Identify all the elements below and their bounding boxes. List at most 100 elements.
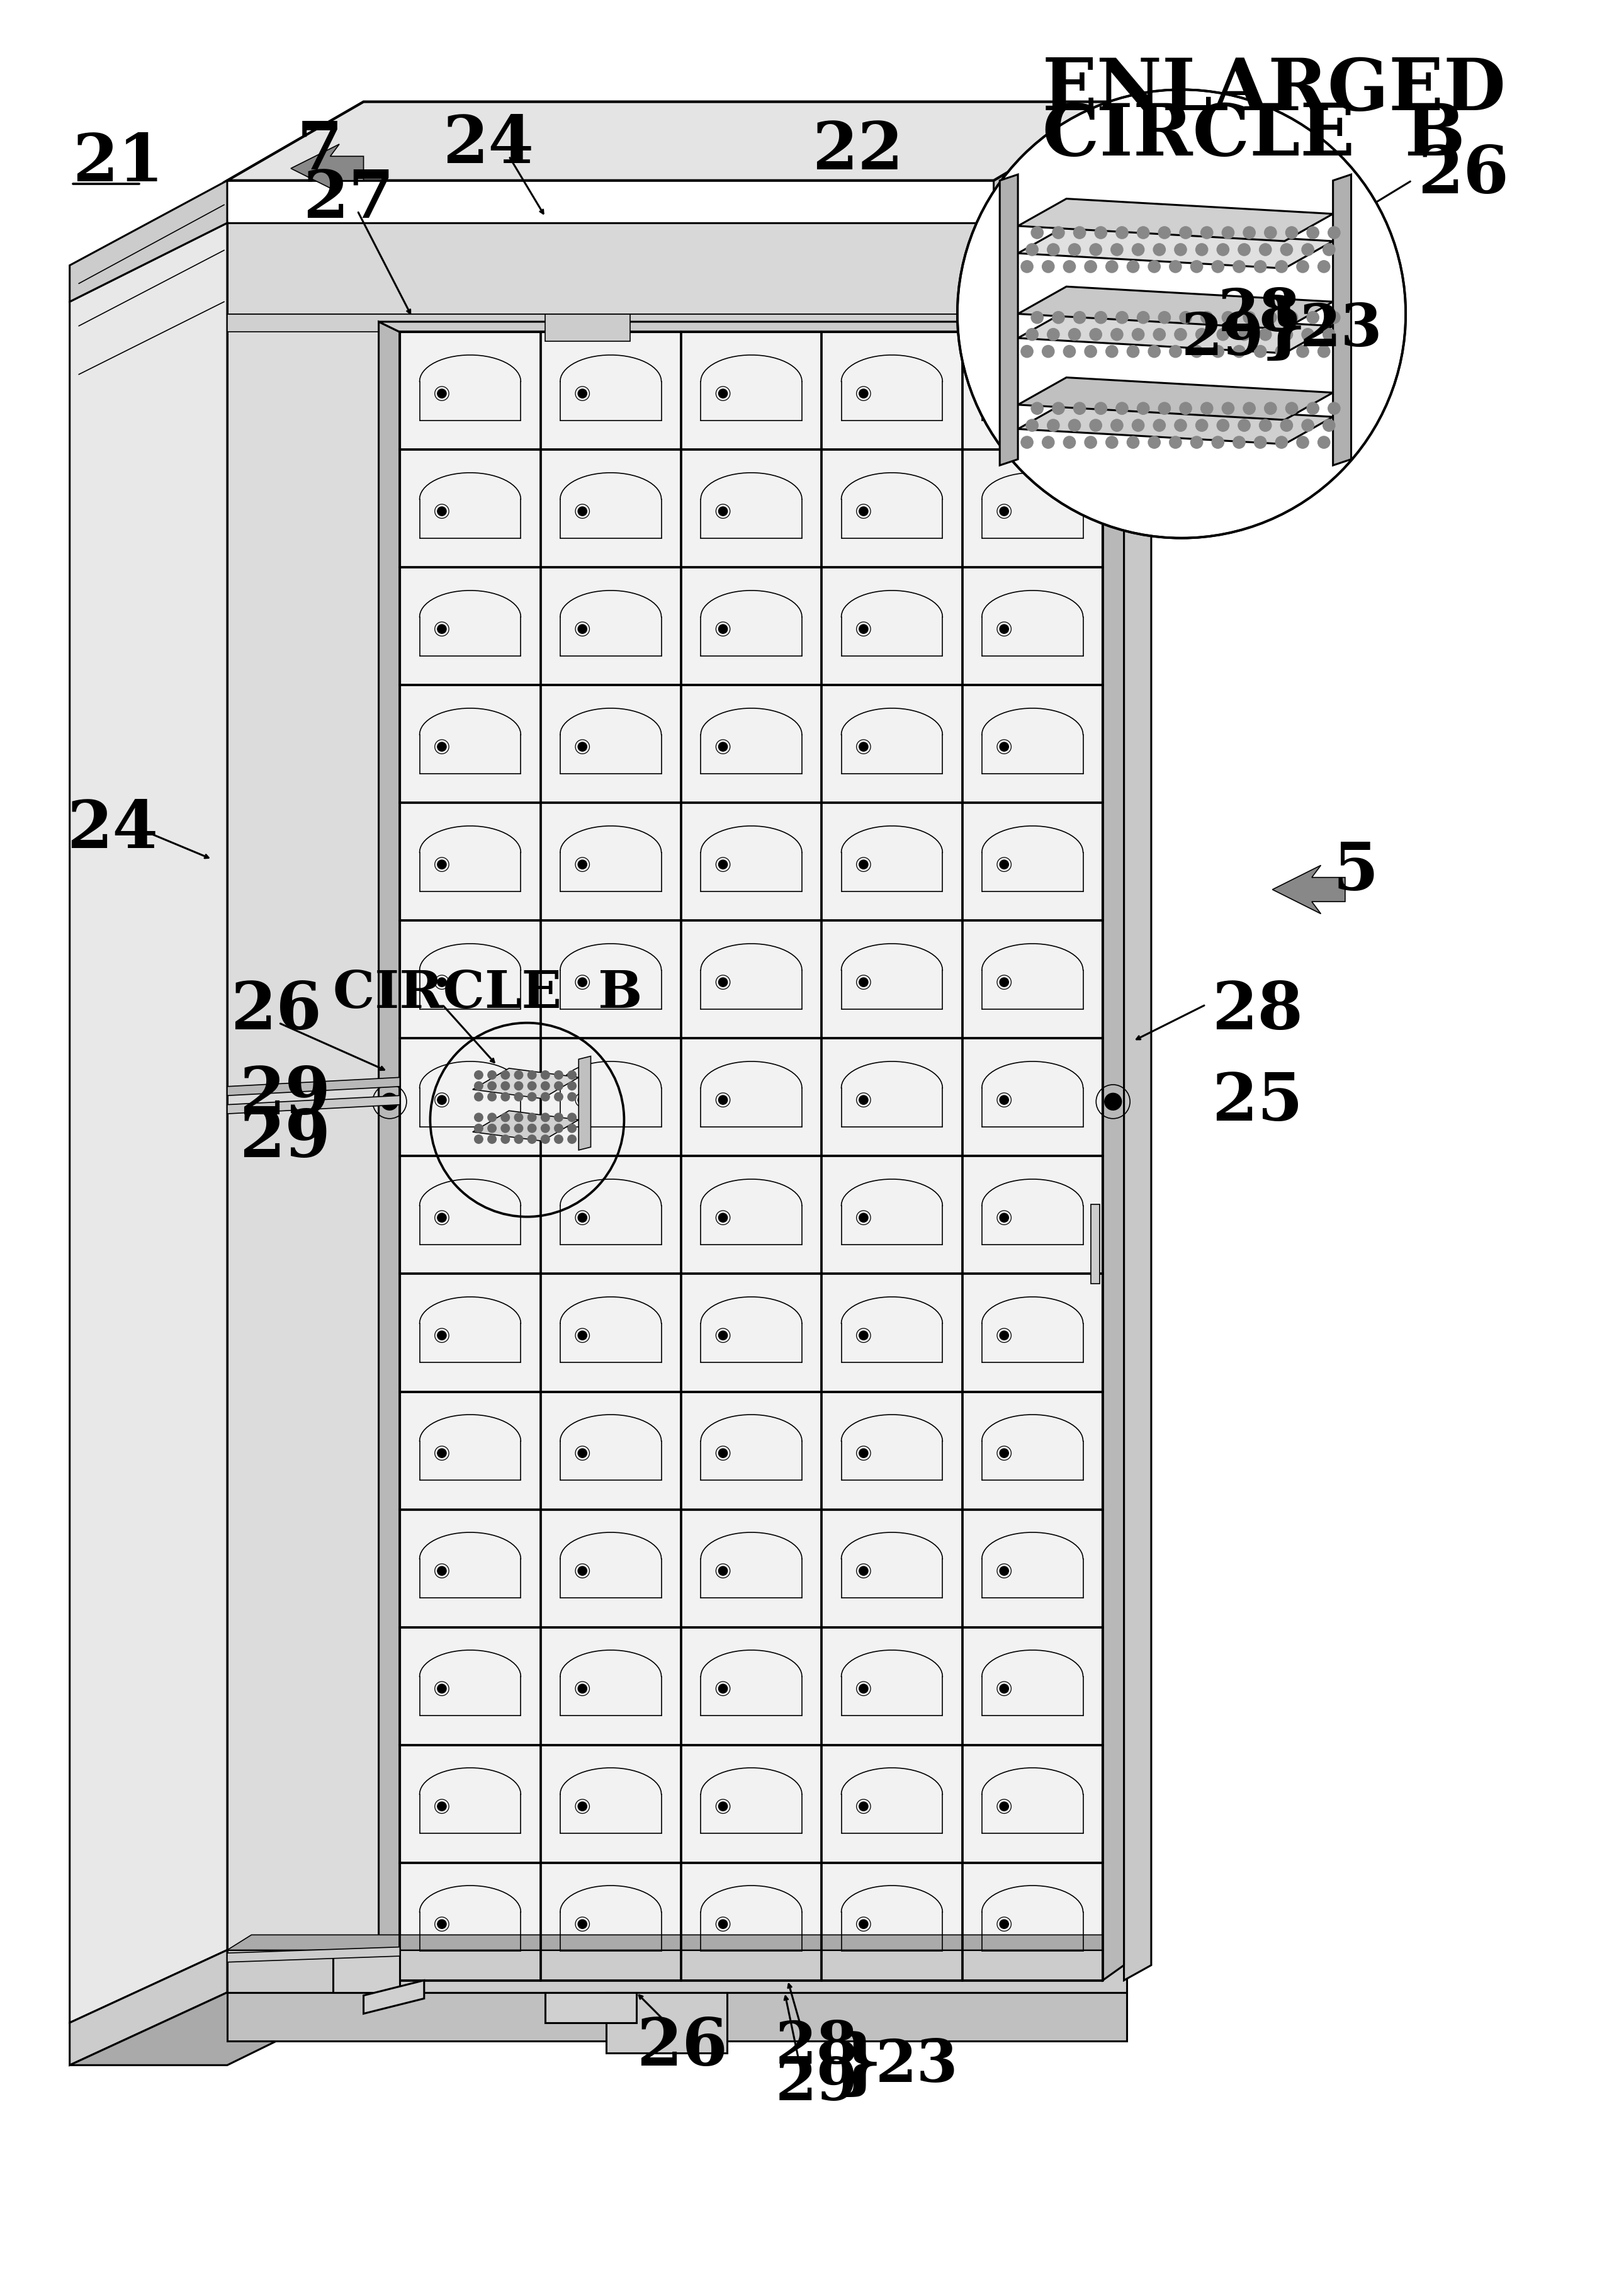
Circle shape (1307, 312, 1318, 324)
Text: 28: 28 (1218, 287, 1301, 342)
Polygon shape (578, 1056, 591, 1150)
Text: 23: 23 (876, 2037, 958, 2094)
Polygon shape (227, 1095, 400, 1114)
Polygon shape (545, 315, 630, 342)
Text: }: } (836, 2030, 883, 2101)
Polygon shape (1102, 321, 1125, 1981)
Circle shape (1323, 243, 1334, 257)
Circle shape (474, 1114, 482, 1123)
Circle shape (1032, 227, 1043, 239)
Circle shape (958, 90, 1405, 540)
Circle shape (1218, 420, 1229, 432)
Circle shape (437, 1919, 447, 1929)
Polygon shape (1017, 312, 1333, 354)
Circle shape (1190, 262, 1203, 273)
Text: 25: 25 (1211, 1070, 1302, 1134)
Circle shape (514, 1093, 522, 1102)
Circle shape (1149, 347, 1160, 358)
Circle shape (1211, 347, 1224, 358)
Circle shape (554, 1070, 562, 1079)
Circle shape (1110, 420, 1123, 432)
Circle shape (1000, 1685, 1009, 1692)
Polygon shape (1333, 174, 1350, 466)
Circle shape (1105, 262, 1118, 273)
Circle shape (567, 1114, 577, 1123)
Circle shape (1169, 436, 1182, 450)
Circle shape (567, 1081, 577, 1091)
Circle shape (487, 1134, 497, 1143)
Circle shape (541, 1070, 549, 1079)
Circle shape (859, 1332, 868, 1341)
Circle shape (1286, 312, 1298, 324)
Circle shape (1254, 262, 1266, 273)
Circle shape (1073, 312, 1086, 324)
Circle shape (474, 1125, 482, 1132)
Text: 5: 5 (1333, 840, 1379, 905)
Text: CIRCLE  B: CIRCLE B (333, 967, 642, 1017)
Circle shape (1137, 312, 1149, 324)
Circle shape (514, 1081, 522, 1091)
Circle shape (1020, 436, 1033, 450)
Circle shape (1000, 625, 1009, 634)
Circle shape (1025, 328, 1038, 342)
Circle shape (541, 1125, 549, 1132)
Circle shape (1053, 227, 1064, 239)
Polygon shape (993, 103, 1126, 315)
Circle shape (474, 1081, 482, 1091)
Circle shape (437, 1449, 447, 1458)
Circle shape (1117, 312, 1128, 324)
Circle shape (1069, 328, 1081, 342)
Circle shape (578, 1566, 586, 1575)
Circle shape (527, 1093, 537, 1102)
Circle shape (474, 1070, 482, 1079)
Circle shape (1222, 227, 1234, 239)
Circle shape (527, 1125, 537, 1132)
Circle shape (1318, 262, 1330, 273)
Circle shape (1275, 436, 1288, 450)
Circle shape (1234, 436, 1245, 450)
Circle shape (1094, 312, 1107, 324)
Circle shape (1105, 347, 1118, 358)
Circle shape (487, 1125, 497, 1132)
Polygon shape (1017, 379, 1333, 420)
Circle shape (719, 1802, 727, 1812)
Circle shape (1222, 312, 1234, 324)
Circle shape (487, 1070, 497, 1079)
Circle shape (1259, 243, 1272, 257)
Polygon shape (227, 315, 993, 1949)
Circle shape (719, 1685, 727, 1692)
Circle shape (859, 1802, 868, 1812)
Circle shape (1000, 1566, 1009, 1575)
Circle shape (1137, 227, 1149, 239)
Circle shape (1094, 227, 1107, 239)
Circle shape (541, 1114, 549, 1123)
Polygon shape (292, 145, 364, 193)
Circle shape (1211, 436, 1224, 450)
Polygon shape (364, 1981, 425, 2014)
Polygon shape (1272, 866, 1346, 914)
Circle shape (567, 1134, 577, 1143)
Text: 21: 21 (72, 131, 163, 195)
Circle shape (859, 742, 868, 751)
Circle shape (1089, 243, 1102, 257)
Circle shape (1323, 328, 1334, 342)
Polygon shape (1091, 1205, 1099, 1283)
Circle shape (437, 625, 447, 634)
Circle shape (487, 1114, 497, 1123)
Polygon shape (1017, 200, 1333, 241)
Circle shape (1234, 347, 1245, 358)
Circle shape (1043, 436, 1054, 450)
Polygon shape (400, 333, 1102, 1981)
Circle shape (1069, 243, 1081, 257)
Text: 26: 26 (636, 2016, 727, 2080)
Circle shape (1218, 328, 1229, 342)
Circle shape (381, 1093, 397, 1111)
Circle shape (554, 1125, 562, 1132)
Circle shape (859, 1095, 868, 1104)
Circle shape (437, 390, 447, 400)
Polygon shape (227, 1993, 1126, 2041)
Circle shape (1264, 402, 1277, 416)
Circle shape (1064, 262, 1075, 273)
Circle shape (1190, 347, 1203, 358)
Circle shape (437, 742, 447, 751)
